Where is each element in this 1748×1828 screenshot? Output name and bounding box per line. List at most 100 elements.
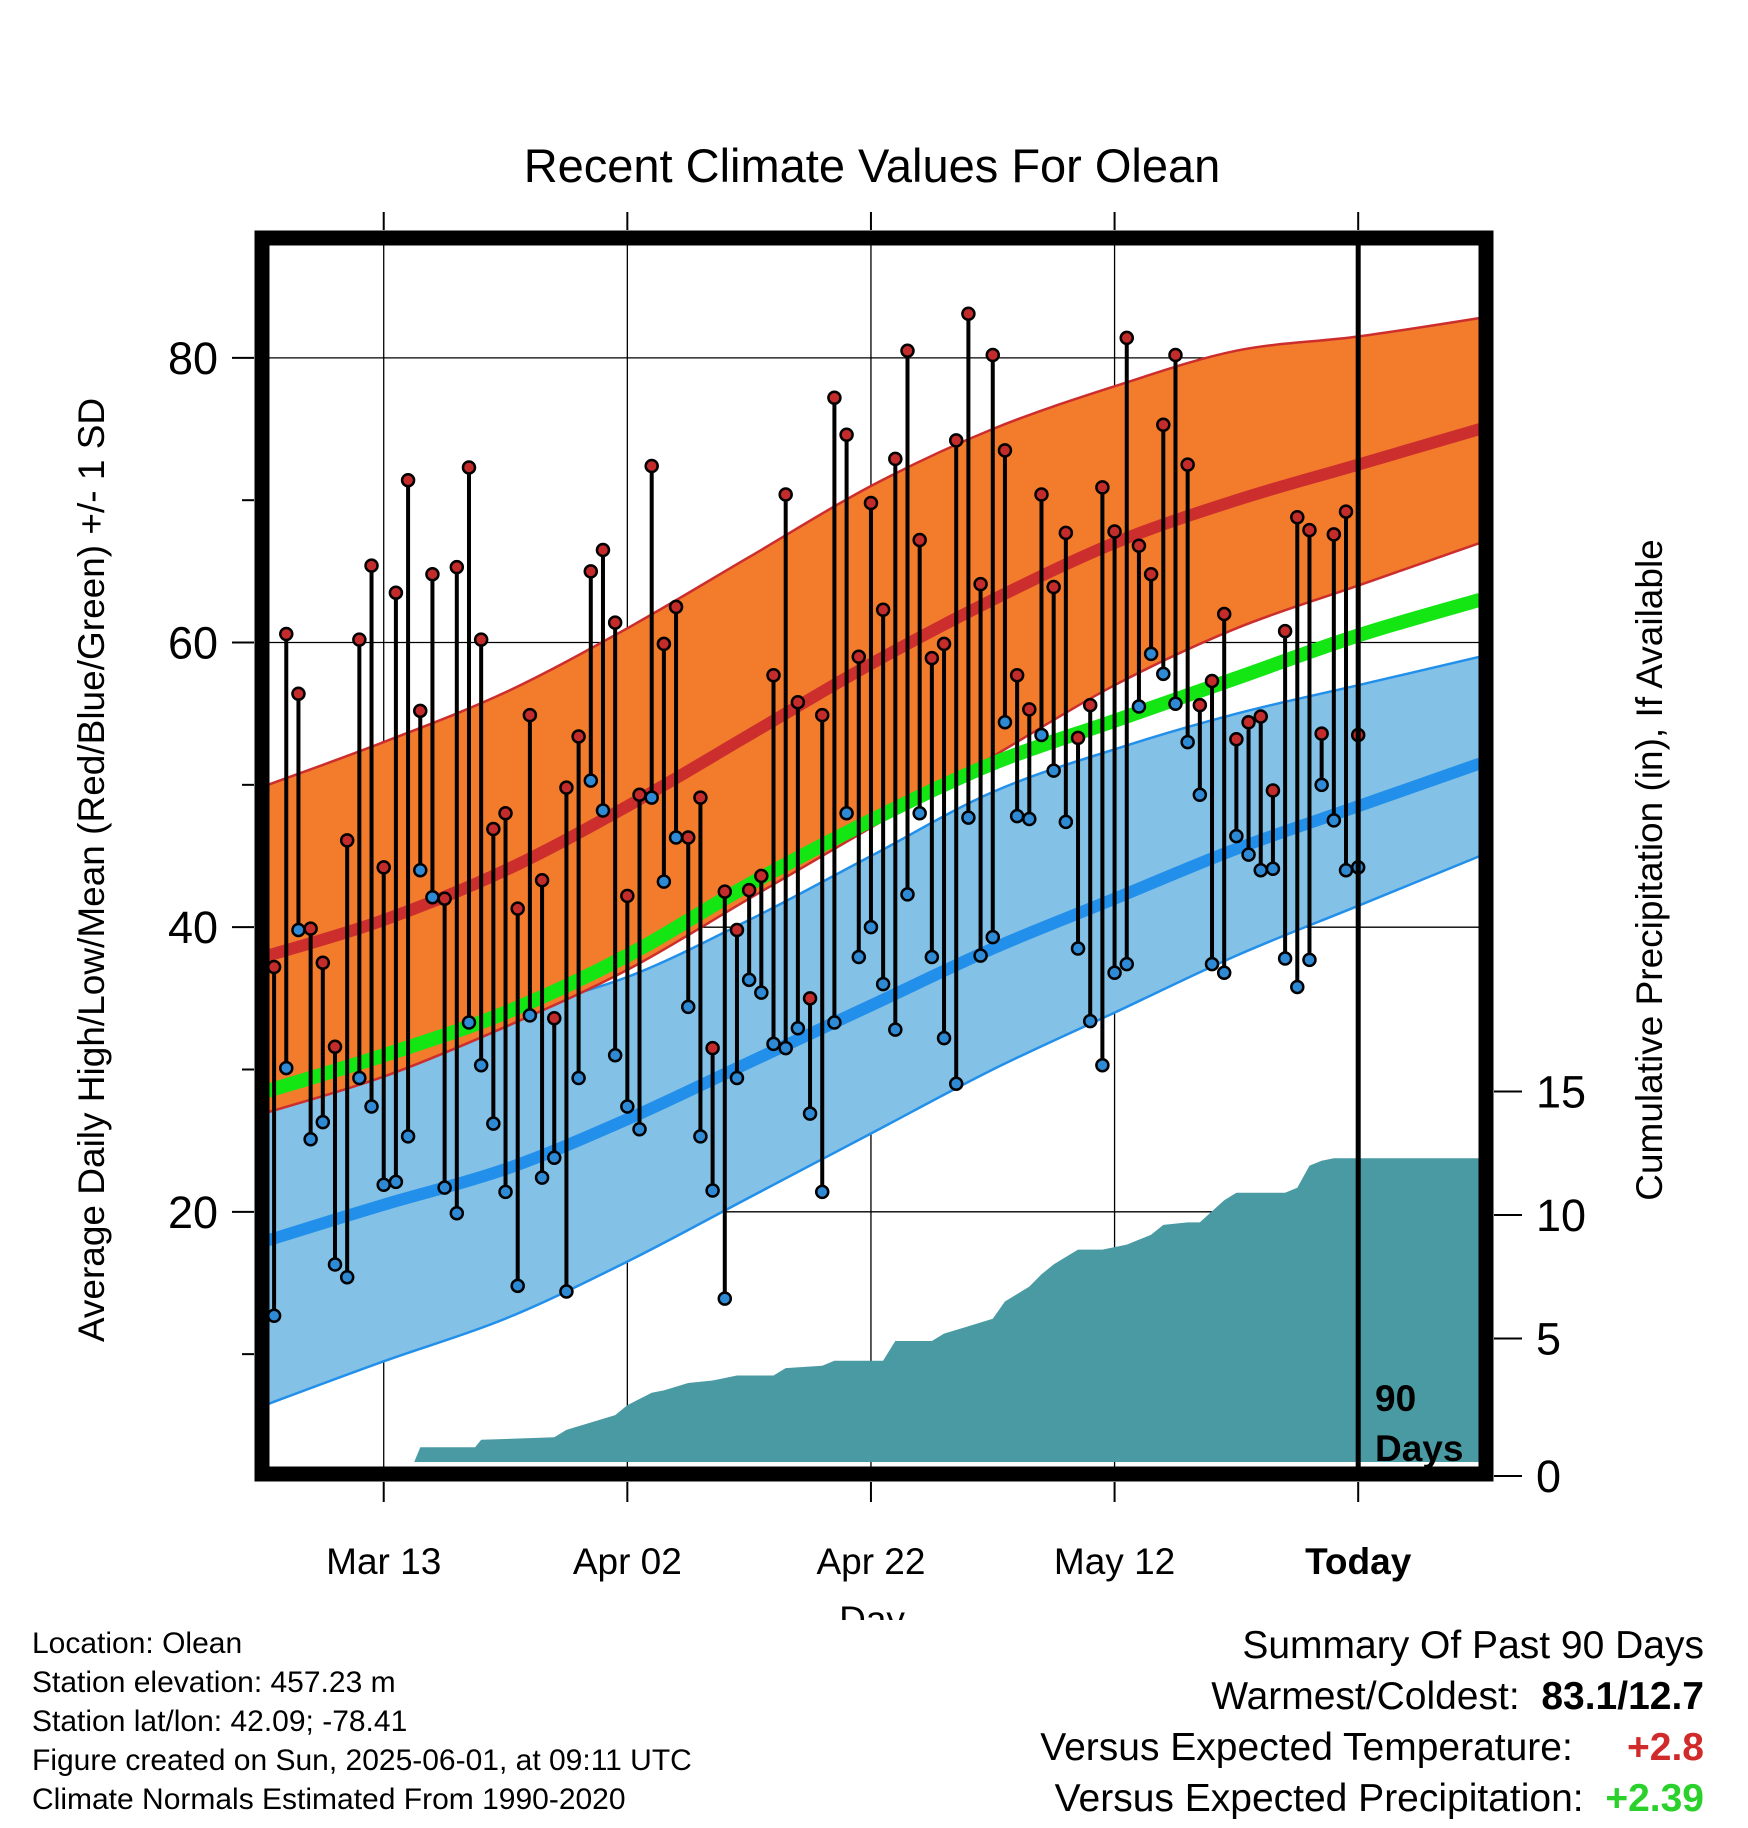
daily-high-point [778,487,793,502]
daily-low-point [1022,811,1037,827]
daily-low-point [888,1022,903,1037]
daily-high-point [1314,726,1329,741]
daily-low-point [973,948,988,963]
y-tick-label: 40 [168,902,218,953]
daily-high-point [888,451,903,467]
daily-low-point [693,1129,708,1144]
daily-low-point [656,874,672,889]
daily-high-point [717,884,733,899]
y-tick-label: 80 [168,333,218,384]
daily-high-point [449,559,465,575]
daily-high-point [400,473,416,488]
daily-high-point [376,860,391,875]
daily-high-point [1143,566,1159,582]
y2-tick-label: 0 [1536,1451,1561,1502]
daily-high-point [498,806,513,821]
daily-low-point [607,1048,623,1063]
daily-low-point [632,1122,647,1137]
summary-panel: Summary Of Past 90 Days Warmest/Coldest:… [1040,1620,1704,1824]
daily-low-point [1180,734,1195,750]
daily-high-point [632,787,647,803]
daily-high-point [364,558,379,573]
daily-high-point [705,1040,720,1056]
chart-title: Recent Climate Values For Olean [524,139,1221,192]
daily-high-point [1290,510,1305,525]
x-tick-label: Apr 22 [816,1541,925,1582]
daily-low-point [778,1040,793,1056]
temp-row: Versus Expected Temperature: +2.8 [1040,1722,1704,1773]
daily-high-point [1022,702,1037,717]
daily-low-point [1058,814,1074,830]
location-text: Location: Olean [32,1627,243,1660]
daily-low-point [1241,847,1256,862]
daily-low-point [997,714,1013,730]
daily-low-point [766,1036,781,1052]
daily-low-point [620,1099,635,1114]
daily-high-point [875,602,891,618]
x-tick-label: May 12 [1054,1541,1175,1582]
daily-low-point [437,1180,452,1195]
daily-low-point [1204,956,1220,972]
daily-high-point [1095,480,1110,495]
daily-low-point [315,1114,331,1130]
y2-tick-label: 15 [1536,1067,1586,1118]
daily-low-point [1338,862,1354,878]
daily-high-point [1302,522,1317,538]
daily-low-point [936,1030,952,1046]
daily-high-point [656,636,672,652]
daily-high-point [583,564,599,579]
daily-low-point [1046,763,1061,778]
x-axis-label: Day [839,1599,905,1620]
daily-high-point [1253,709,1268,724]
daily-high-point [693,790,708,805]
daily-high-point [754,868,769,884]
daily-low-point [717,1291,733,1306]
daily-high-point [1058,525,1074,541]
daily-low-point [1034,727,1049,743]
daily-low-point [571,1070,586,1086]
daily-low-point [291,922,306,938]
warm-cold-value: 83.1/12.7 [1541,1675,1704,1718]
daily-high-point [924,650,940,666]
daily-low-point [863,919,879,935]
daily-high-point [680,830,696,845]
daily-high-point [1338,504,1354,519]
daily-low-point [1009,808,1025,824]
daily-low-point [754,985,769,1000]
daily-low-point [1277,951,1293,966]
daily-high-point [985,347,1001,363]
daily-low-point [547,1150,562,1165]
daily-low-point [1070,941,1086,956]
daily-high-point [510,901,525,916]
daily-high-point [814,707,830,723]
warm-cold-label: Warmest/Coldest: [1211,1675,1520,1718]
daily-low-point [1216,965,1232,980]
daily-high-point [1107,524,1122,539]
climate-chart: 20 40 60 80 Mar 13 Apr 02 Apr 22 May 12 Today 0 5 1… [71,139,1670,1620]
daily-low-point [1131,699,1147,714]
daily-high-point [644,458,659,474]
plot-frame [254,230,1494,1482]
temp-label: Versus Expected Temperature: [1040,1726,1573,1769]
precip-cumulative [268,1158,1480,1462]
daily-low-point [741,972,757,988]
daily-high-point [1070,730,1086,746]
daily-high-point [303,921,318,936]
daily-high-point [279,626,294,642]
daily-low-point [729,1070,745,1086]
daily-high-point [802,991,818,1006]
daily-low-point [522,1008,538,1023]
daily-low-point [1253,862,1268,878]
daily-high-point [291,686,306,701]
daily-low-point [498,1184,513,1200]
daily-low-point [352,1070,367,1086]
daily-high-point [1204,673,1220,689]
daily-high-point [863,495,879,511]
daily-high-point [595,542,611,558]
daily-low-point [1168,696,1183,711]
daily-low-point [364,1099,379,1114]
daily-high-point [534,872,550,888]
daily-high-point [997,443,1013,458]
daily-high-point [473,632,489,647]
daily-high-point [522,707,538,723]
